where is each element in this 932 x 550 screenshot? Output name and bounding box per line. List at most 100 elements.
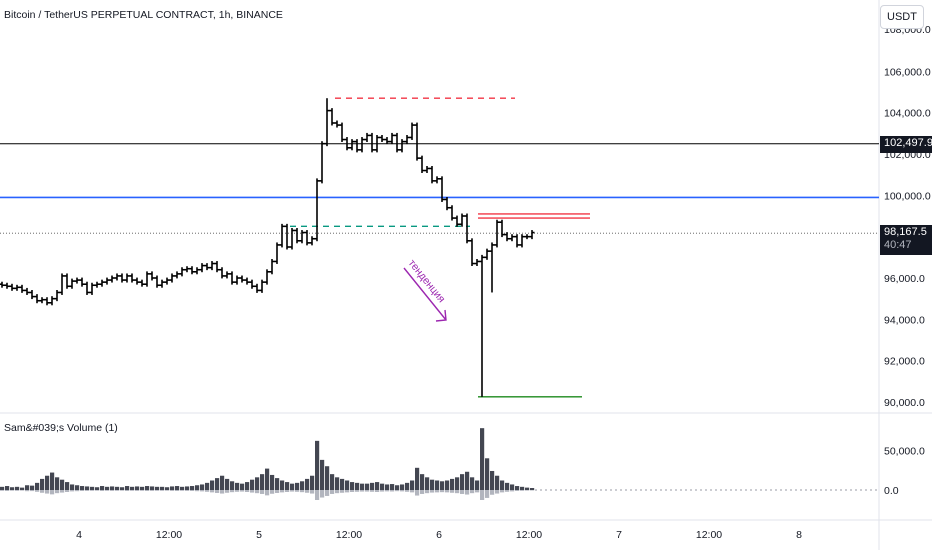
volume-bar: [315, 440, 320, 490]
volume-bar-negative: [415, 490, 420, 496]
volume-bar-negative: [335, 490, 340, 494]
volume-bar: [160, 486, 165, 490]
ohlc-bar: [119, 273, 125, 283]
ohlc-bar: [169, 273, 175, 283]
volume-bar: [265, 468, 270, 490]
volume-bar: [35, 482, 40, 490]
volume-bar-negative: [430, 490, 435, 493]
ohlc-bar: [264, 269, 270, 285]
volume-bar: [215, 478, 220, 490]
volume-bar-negative: [250, 490, 255, 493]
volume-bar-negative: [310, 490, 315, 494]
volume-bar-negative: [185, 490, 190, 491]
volume-bar-negative: [130, 490, 135, 491]
volume-bar-negative: [20, 490, 25, 491]
volume-bar: [65, 482, 70, 490]
volume-bar: [430, 479, 435, 490]
volume-bar: [260, 474, 265, 490]
volume-bar: [75, 485, 80, 490]
volume-bar: [210, 480, 215, 490]
volume-bar-negative: [370, 490, 375, 492]
time-tick-label: 6: [436, 529, 442, 541]
volume-bar: [145, 486, 150, 490]
volume-bar: [405, 482, 410, 490]
ohlc-bar: [19, 284, 25, 293]
volume-bar-negative: [475, 490, 480, 493]
volume-bar: [170, 486, 175, 490]
volume-bar-negative: [10, 490, 15, 491]
volume-bar-negative: [405, 490, 410, 492]
volume-bar-negative: [235, 490, 240, 492]
ohlc-bar: [329, 108, 335, 126]
volume-bar: [365, 483, 370, 490]
ohlc-bar: [394, 132, 400, 153]
volume-bar-negative: [340, 490, 345, 493]
ohlc-bar: [54, 289, 60, 302]
volume-bar-negative: [150, 490, 155, 491]
volume-bar-negative: [80, 490, 85, 491]
volume-bar: [375, 482, 380, 490]
trend-annotation-text: тенденция: [406, 257, 448, 305]
volume-bar: [85, 486, 90, 490]
volume-bar: [305, 478, 310, 490]
volume-bar: [445, 480, 450, 490]
ohlc-bar: [34, 294, 40, 304]
volume-bar-negative: [190, 490, 195, 491]
ohlc-bar: [139, 279, 145, 287]
volume-bar-negative: [455, 490, 460, 494]
volume-bar-negative: [280, 490, 285, 493]
volume-bar: [285, 482, 290, 490]
volume-bar-negative: [355, 490, 360, 492]
trend-annotation[interactable]: тенденция: [403, 257, 448, 322]
volume-bar: [70, 484, 75, 490]
ohlc-bar: [214, 261, 220, 273]
ohlc-bar: [269, 258, 275, 275]
volume-bar-negative: [85, 490, 90, 491]
ohlc-bar: [84, 281, 90, 295]
ohlc-bar: [49, 296, 55, 306]
volume-bar-negative: [145, 490, 150, 491]
volume-bar: [0, 486, 5, 490]
volume-bar: [465, 471, 470, 490]
ohlc-bar: [459, 213, 465, 227]
price-tick-label: 92,000.0: [884, 356, 925, 368]
ohlc-bar: [189, 266, 195, 275]
volume-bar-negative: [220, 490, 225, 494]
volume-bar: [165, 487, 170, 490]
volume-bar-negative: [45, 490, 50, 494]
volume-bar-negative: [230, 490, 235, 493]
volume-bar: [480, 428, 485, 490]
volume-bar-negative: [180, 490, 185, 491]
volume-bar-negative: [505, 490, 510, 492]
volume-bar-negative: [330, 490, 335, 494]
volume-bar: [30, 485, 35, 490]
volume-bar-negative: [275, 490, 280, 493]
ohlc-bar: [324, 98, 330, 147]
ohlc-bar: [304, 230, 310, 246]
volume-bar-negative: [140, 490, 145, 491]
volume-bar: [470, 477, 475, 490]
ohlc-bar: [409, 122, 415, 140]
volume-bar-negative: [95, 490, 100, 491]
ohlc-bar: [9, 283, 15, 291]
ohlc-bar: [239, 275, 245, 283]
volume-bar: [520, 486, 525, 490]
ohlc-bar: [419, 155, 425, 174]
volume-bar: [140, 486, 145, 490]
volume-bar-negative: [375, 490, 380, 492]
price-tick-label: 100,000.0: [884, 190, 931, 202]
ohlc-bar: [309, 236, 315, 246]
volume-bar-negative: [60, 490, 65, 493]
volume-bar: [190, 486, 195, 490]
ohlc-bar: [129, 273, 135, 283]
ohlc-bar: [284, 223, 290, 250]
drawing-lines[interactable]: [0, 97, 879, 398]
bar-countdown: 40:47: [884, 239, 912, 251]
volume-bar: [500, 480, 505, 490]
volume-bar-negative: [495, 490, 500, 494]
volume-bar: [360, 483, 365, 490]
volume-indicator-label: Sam&#039;s Volume (1): [4, 422, 118, 434]
currency-button[interactable]: USDT: [880, 5, 924, 29]
